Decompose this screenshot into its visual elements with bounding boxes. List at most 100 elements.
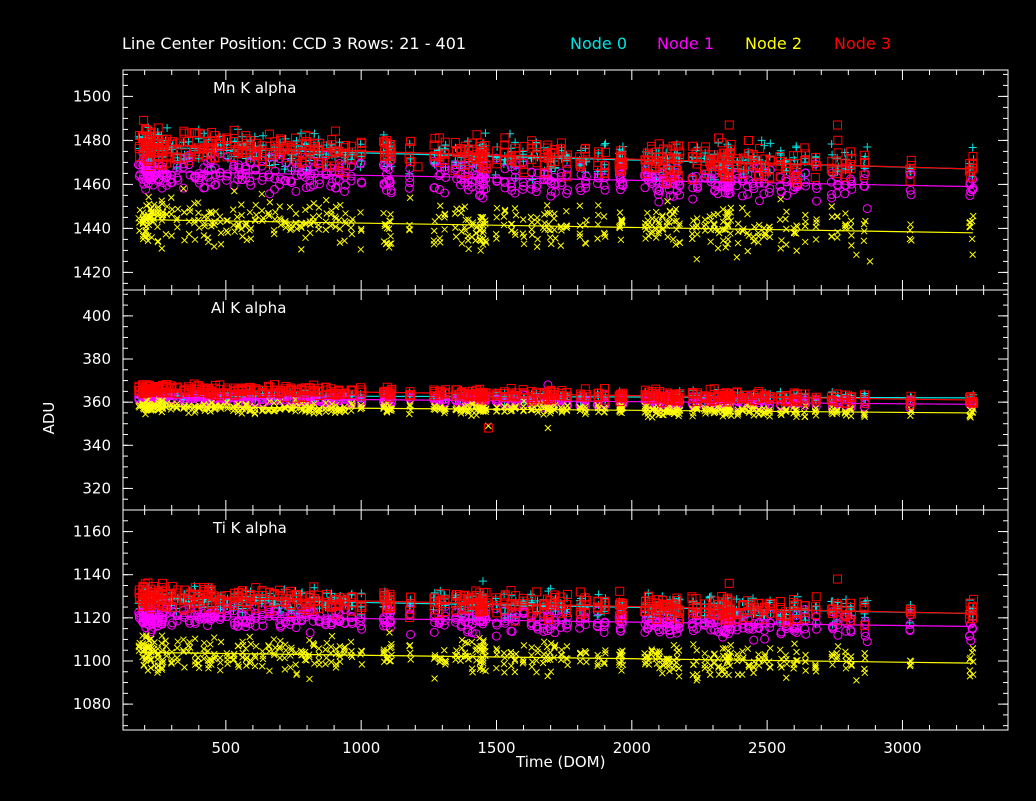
cross-marker (406, 221, 413, 229)
cross-marker (154, 223, 161, 231)
cross-marker (385, 244, 393, 251)
circle-marker (599, 180, 609, 190)
circle-marker (966, 187, 976, 197)
cross-marker (501, 208, 509, 215)
cross-marker (563, 222, 570, 230)
circle-marker (581, 183, 591, 193)
cross-marker (543, 202, 551, 209)
plus-marker (766, 139, 775, 148)
cross-marker (315, 212, 323, 220)
cross-marker (180, 208, 188, 216)
cross-marker (519, 216, 527, 223)
cross-marker (545, 226, 552, 233)
circle-marker (326, 181, 336, 191)
circle-marker (800, 177, 810, 187)
cross-marker (185, 218, 193, 225)
cross-marker (616, 209, 624, 216)
plus-marker (335, 138, 344, 147)
cross-marker (512, 231, 519, 239)
circle-marker (440, 188, 450, 198)
circle-marker (251, 165, 261, 175)
plus-marker (310, 129, 319, 138)
cross-marker (594, 201, 602, 209)
y-tick-label: 1140 (73, 566, 111, 584)
circle-marker (341, 161, 351, 171)
circle-marker (356, 158, 366, 168)
cross-marker (136, 227, 143, 234)
cross-marker (191, 236, 199, 243)
cross-marker (441, 210, 449, 218)
cross-marker (385, 225, 393, 233)
cross-marker (168, 232, 175, 240)
circle-marker (905, 170, 915, 180)
y-tick-label: 380 (82, 350, 111, 368)
cross-marker (501, 206, 509, 214)
y-tick-label: 1160 (73, 523, 111, 541)
circle-marker (640, 183, 650, 193)
cross-marker (195, 209, 202, 217)
circle-marker (600, 185, 610, 195)
cross-marker (270, 230, 278, 238)
cross-marker (480, 227, 487, 234)
circle-marker (346, 176, 356, 186)
circle-marker (812, 196, 822, 206)
circle-marker (167, 177, 177, 187)
cross-marker (617, 236, 625, 244)
circle-marker (440, 166, 450, 176)
circle-marker (672, 186, 682, 196)
plot-layer: 1420144014601480150032034036038040010801… (73, 69, 1009, 757)
cross-marker (259, 214, 267, 222)
circle-marker (314, 179, 324, 189)
circle-marker (185, 170, 195, 180)
circle-marker (246, 180, 256, 190)
cross-marker (600, 213, 608, 220)
cross-marker (266, 198, 274, 206)
cross-marker (406, 194, 414, 202)
cross-marker (520, 240, 528, 248)
legend-node-0: Node 0 (570, 34, 627, 53)
circle-marker (674, 181, 684, 191)
circle-marker (754, 196, 764, 206)
cross-marker (162, 230, 170, 238)
circle-marker (179, 159, 189, 169)
cross-marker (551, 210, 558, 218)
cross-marker (511, 228, 519, 236)
y-tick-label: 1440 (73, 219, 111, 237)
cross-marker (383, 224, 391, 232)
circle-marker (221, 175, 231, 185)
y-tick-label: 1420 (73, 263, 111, 281)
cross-marker (479, 241, 487, 248)
circle-marker (675, 190, 685, 200)
circle-marker (748, 178, 758, 188)
circle-marker (500, 164, 510, 174)
circle-marker (531, 187, 541, 197)
cross-marker (441, 226, 448, 233)
circle-marker (340, 171, 350, 181)
circle-marker (781, 176, 791, 186)
circle-marker (356, 177, 366, 187)
circle-marker (812, 184, 822, 194)
x-axis-title: Time (DOM) (515, 753, 605, 771)
circle-marker (199, 169, 209, 179)
cross-marker (493, 235, 500, 242)
cross-marker (174, 205, 182, 213)
cross-marker (201, 222, 208, 230)
fit-line (139, 170, 973, 188)
circle-marker (379, 161, 389, 171)
circle-marker (179, 183, 189, 193)
circle-marker (654, 185, 664, 195)
cross-marker (465, 245, 472, 253)
circle-marker (576, 186, 586, 196)
circle-marker (826, 177, 836, 187)
cross-marker (594, 211, 602, 219)
circle-marker (172, 161, 182, 171)
cross-marker (332, 223, 339, 231)
circle-marker (257, 175, 267, 185)
circle-marker (550, 179, 560, 189)
circle-marker (549, 172, 559, 182)
cross-marker (287, 226, 294, 234)
y-tick-label: 1120 (73, 609, 111, 627)
cross-marker (528, 226, 536, 233)
circle-marker (405, 173, 415, 183)
plus-marker (163, 123, 172, 132)
